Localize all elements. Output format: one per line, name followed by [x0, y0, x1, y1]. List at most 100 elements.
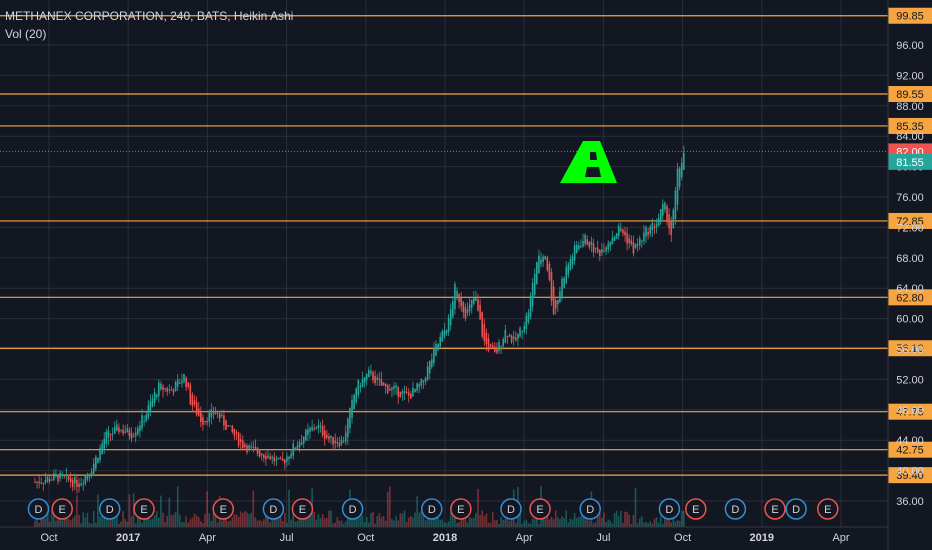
dividend-event-marker[interactable]: D	[341, 498, 364, 520]
earnings-event-marker[interactable]: E	[212, 498, 234, 520]
volume-bar	[586, 514, 589, 527]
volume-bar	[63, 513, 66, 527]
volume-bar	[464, 515, 467, 527]
event-marker-circle	[450, 498, 472, 520]
candle-body	[233, 428, 236, 436]
volume-bar	[193, 513, 196, 527]
green-road-logo	[560, 141, 617, 183]
volume-bar	[248, 514, 250, 527]
event-marker-circle	[291, 498, 314, 520]
earnings-event-marker[interactable]: E	[133, 498, 155, 520]
candle-body	[380, 379, 383, 386]
earnings-event-marker[interactable]: E	[291, 498, 314, 520]
candle-body	[620, 228, 622, 231]
earnings-event-marker[interactable]: E	[817, 498, 839, 520]
time-tick-label: Oct	[674, 532, 691, 544]
level-price-label: 42.75	[896, 445, 924, 457]
volume-bar	[410, 515, 412, 527]
volume-bar	[416, 496, 418, 527]
candle-body	[611, 237, 614, 244]
earnings-event-marker[interactable]: E	[450, 498, 472, 520]
candle-body	[670, 221, 673, 235]
volume-bar	[61, 520, 64, 527]
candle-body	[554, 300, 557, 309]
candle-body	[227, 425, 229, 427]
dividend-event-marker[interactable]: D	[579, 498, 601, 520]
dividend-event-marker[interactable]: D	[262, 498, 285, 520]
earnings-event-marker[interactable]: E	[764, 498, 786, 520]
volume-bar	[466, 522, 469, 527]
volume-bar	[109, 516, 112, 527]
volume-bar	[441, 519, 444, 527]
candle-body	[76, 480, 78, 487]
dividend-event-marker[interactable]: D	[500, 498, 522, 520]
candle-body	[473, 297, 475, 304]
candle-body	[592, 243, 595, 253]
time-axis[interactable]: Oct 2017 Apr Jul Oct 2018 Apr Jul Oct 2019 Apr	[0, 526, 888, 544]
time-tick-label: Apr	[832, 532, 849, 544]
candle-body	[580, 245, 582, 248]
candle-body	[277, 457, 280, 460]
volume-bar	[273, 513, 276, 527]
dividend-event-marker[interactable]: D	[27, 498, 50, 520]
volume-bar	[118, 523, 120, 527]
event-marker-circle	[421, 498, 443, 520]
candle-body	[107, 430, 110, 438]
volume-bar	[195, 515, 198, 527]
volume-bar	[483, 515, 486, 527]
candle-body	[617, 225, 620, 236]
candle-body	[447, 318, 450, 332]
volume-bar	[315, 519, 318, 527]
level-price-label: 85.35	[896, 121, 924, 133]
dividend-event-marker[interactable]: D	[724, 498, 747, 520]
volume-bar	[554, 510, 557, 527]
dividend-event-marker[interactable]: D	[785, 498, 807, 520]
candle-body	[559, 291, 561, 303]
volume-bar	[393, 520, 395, 527]
horizontal-levels[interactable]	[0, 15, 888, 476]
candle-body	[634, 244, 637, 248]
candle-body	[164, 388, 166, 390]
candle-body	[309, 428, 311, 433]
candle-body	[244, 444, 246, 448]
earnings-event-marker[interactable]: E	[685, 498, 707, 520]
volume-bar	[105, 514, 108, 527]
candle-body	[176, 379, 179, 387]
dividend-event-marker[interactable]: D	[421, 498, 443, 520]
candle-body	[525, 315, 528, 329]
candle-body	[185, 377, 187, 388]
event-marker-label: D	[792, 504, 800, 516]
event-marker-label: E	[692, 504, 699, 516]
volume-bar	[233, 514, 236, 527]
candle-body	[628, 238, 631, 243]
candle-body	[61, 474, 64, 476]
volume-bar	[386, 491, 389, 527]
candle-body	[540, 259, 542, 265]
volume-bar	[155, 511, 158, 527]
volume-bar	[76, 495, 78, 527]
volume-bar	[533, 519, 536, 527]
level-price-tag	[888, 7, 932, 24]
candle-body	[323, 430, 326, 439]
event-marker-label: D	[349, 504, 357, 516]
earnings-event-marker[interactable]: E	[529, 498, 551, 520]
series-title[interactable]: METHANEX CORPORATION, 240, BATS, Heikin …	[5, 9, 294, 23]
candle-body	[229, 425, 232, 427]
candle-body	[145, 414, 148, 422]
volume-bar	[69, 520, 72, 527]
price-scale[interactable]: 99.85 89.55 85.35 72.85 62.80 56.10 47.75 42.75…	[887, 0, 932, 550]
candle-body	[433, 348, 435, 364]
candle-body	[116, 424, 118, 431]
dividend-event-marker[interactable]: D	[98, 498, 121, 520]
earnings-event-marker[interactable]: E	[51, 498, 73, 520]
volume-bar	[246, 512, 248, 527]
event-marker-circle	[685, 498, 707, 520]
volume-bar	[435, 511, 437, 527]
volume-bar	[103, 517, 106, 527]
volume-indicator-label[interactable]: Vol (20)	[5, 27, 47, 41]
dividend-event-marker[interactable]: D	[658, 498, 681, 520]
candle-body	[313, 428, 316, 430]
